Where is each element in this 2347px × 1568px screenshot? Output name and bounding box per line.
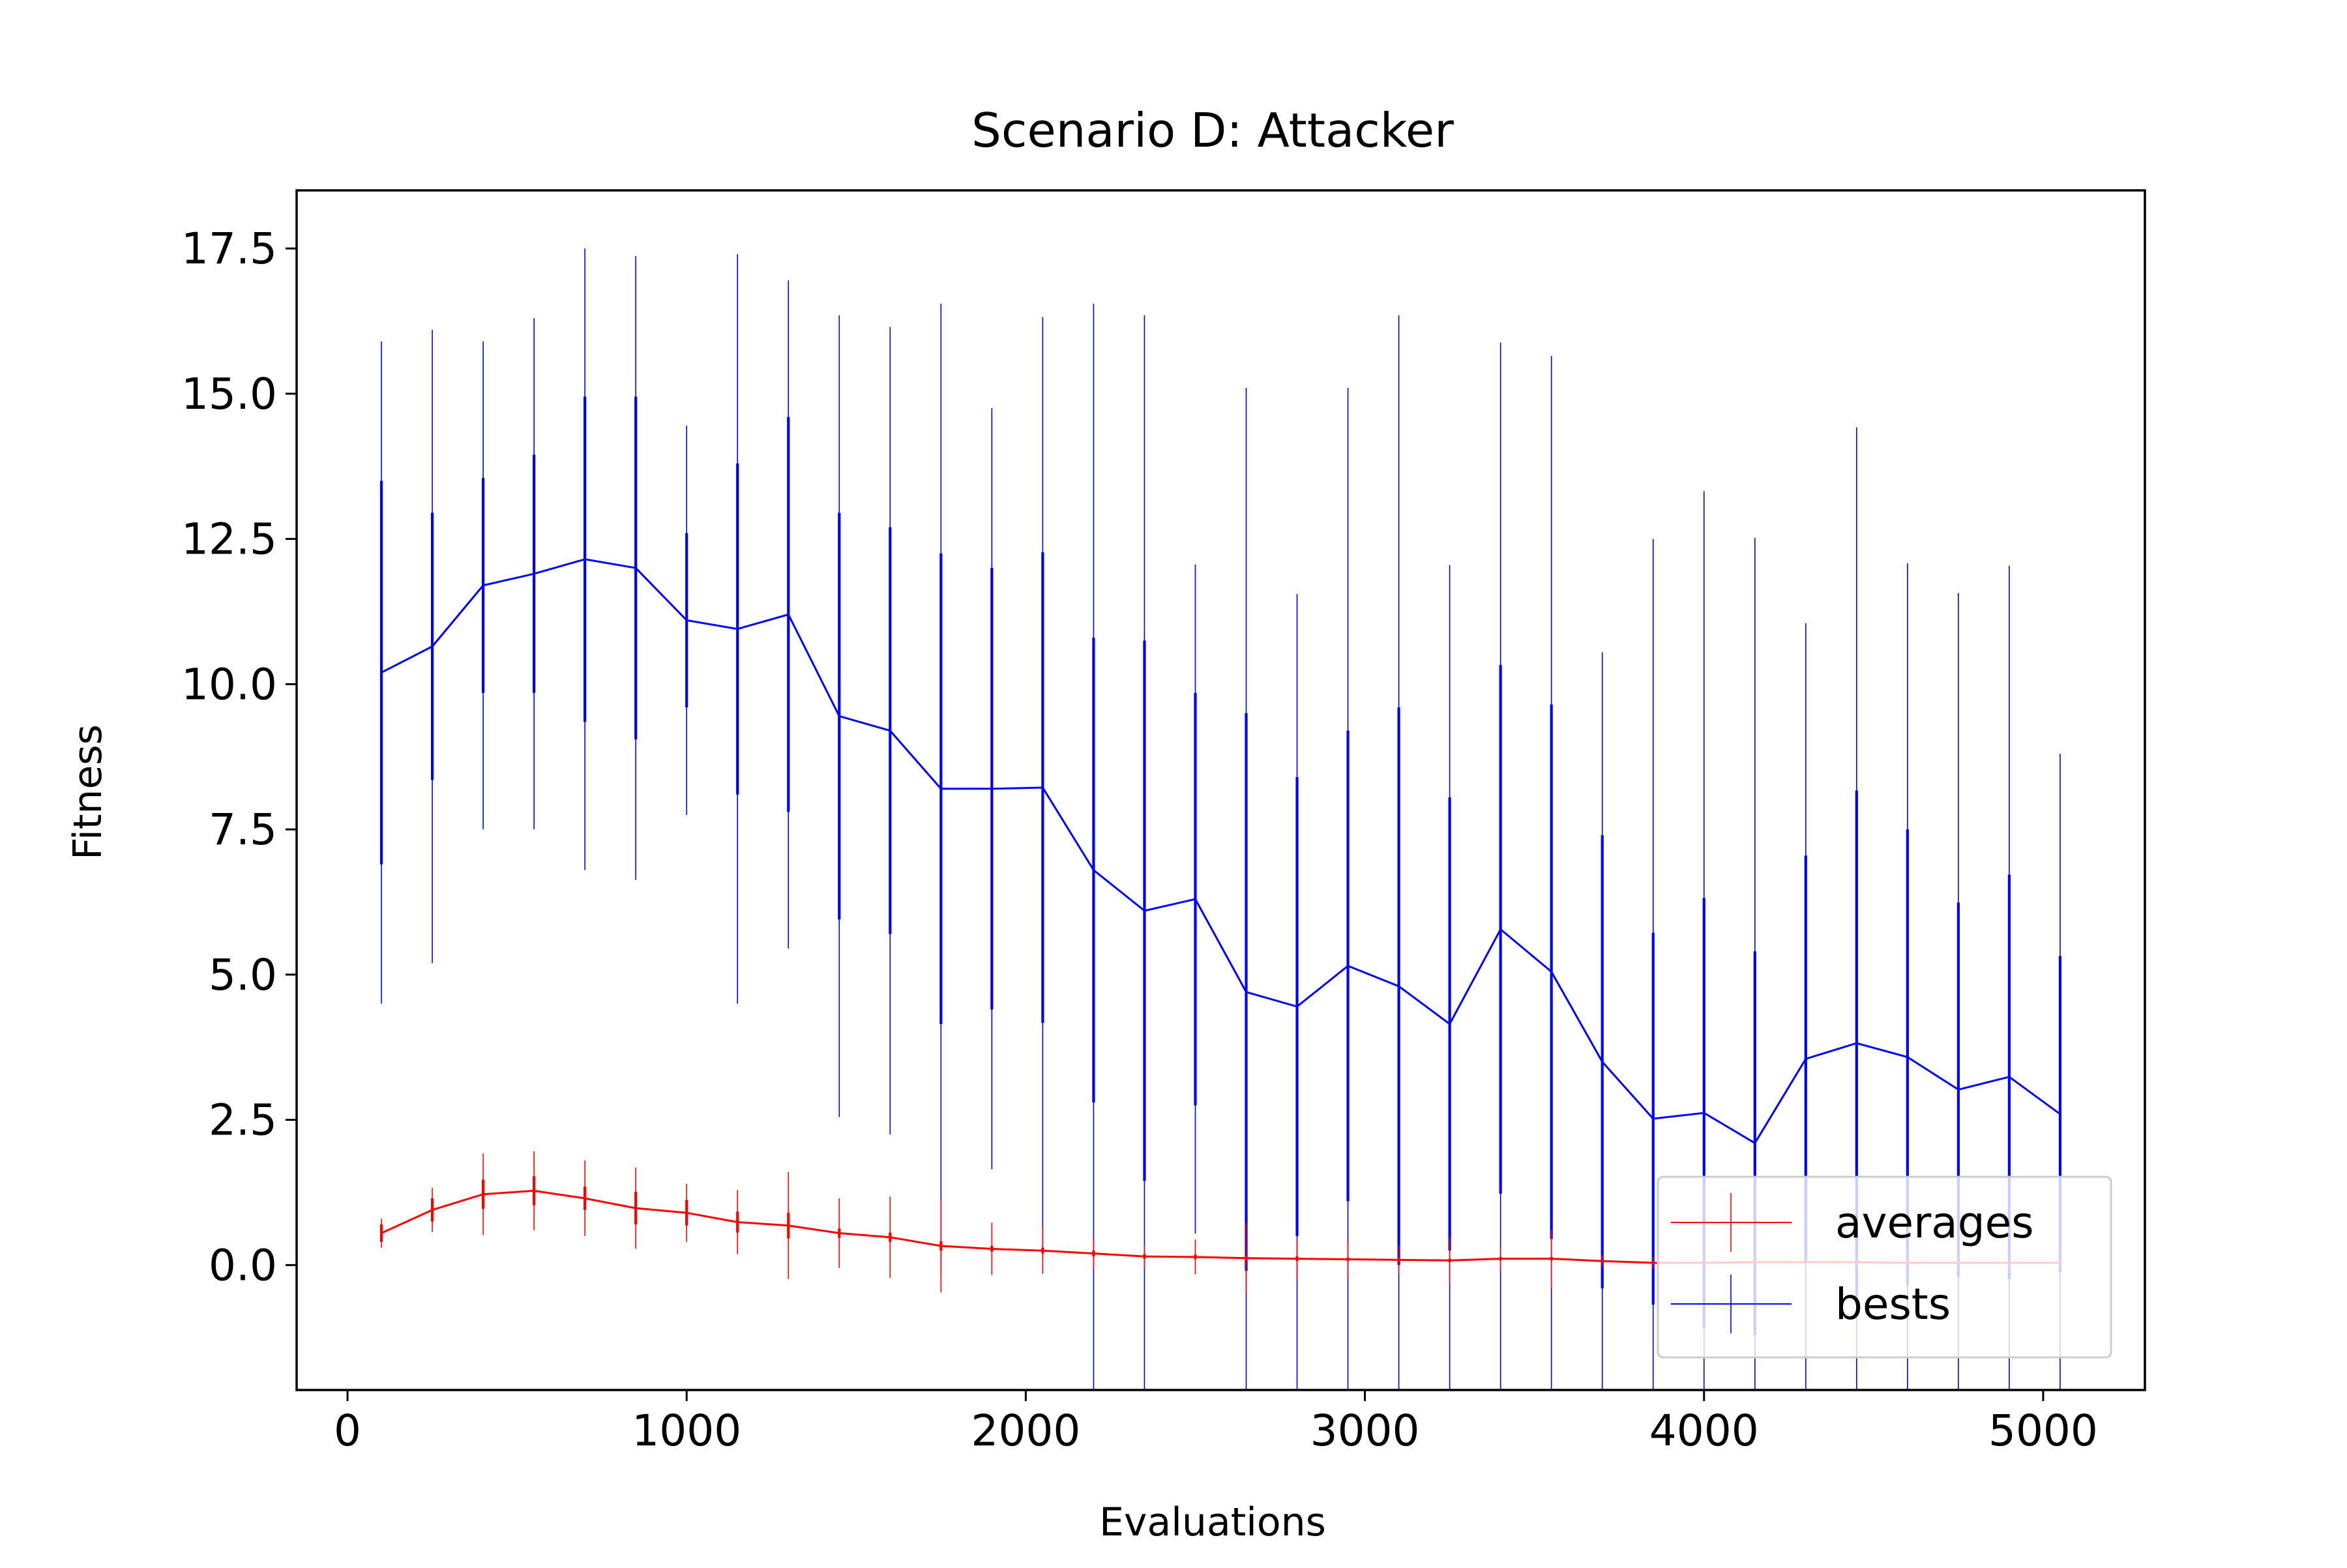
chart-title: Scenario D: Attacker [971, 103, 1454, 158]
legend: averages bests [1657, 1176, 2112, 1359]
y-tick-label: 10.0 [181, 659, 277, 709]
legend-label: averages [1835, 1198, 2034, 1248]
y-tick-label: 0.0 [209, 1240, 277, 1290]
y-axis-label: Fitness [65, 724, 111, 860]
y-tick-label: 7.5 [209, 805, 277, 855]
bests-line [381, 558, 2061, 1145]
y-tick-label: 12.5 [181, 514, 277, 565]
x-tick-label: 4000 [1649, 1406, 1759, 1456]
y-tick-label: 5.0 [209, 950, 277, 1000]
axes: 0 1000 2000 3000 4000 5000 0.0 2.5 5.0 7.5 10.0 12.… [181, 189, 2146, 1456]
x-axis-label: Evaluations [1099, 1500, 1326, 1545]
legend-item-bests: bests [1671, 1275, 1951, 1333]
x-tick-label: 0 [334, 1406, 361, 1456]
axes-frame [295, 189, 2146, 1391]
legend-item-averages: averages [1671, 1193, 2034, 1252]
y-tick-label: 17.5 [181, 224, 277, 274]
legend-label: bests [1835, 1279, 1951, 1329]
y-tick-label: 15.0 [181, 369, 277, 419]
x-tick-label: 1000 [632, 1406, 741, 1456]
x-tick-label: 5000 [1988, 1406, 2098, 1456]
x-tick-label: 3000 [1310, 1406, 1420, 1456]
x-tick-label: 2000 [971, 1406, 1080, 1456]
y-tick-label: 2.5 [209, 1095, 277, 1146]
